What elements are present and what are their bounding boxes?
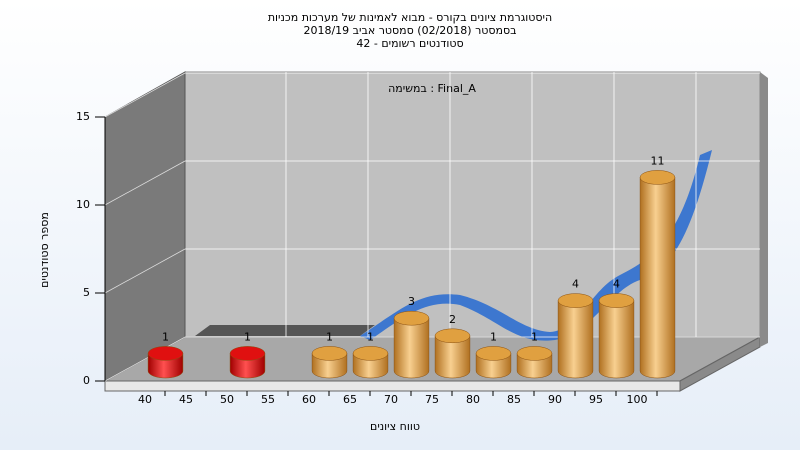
bar xyxy=(434,328,471,379)
grid-line xyxy=(104,248,186,294)
value-label: 1 xyxy=(162,330,169,343)
chart-title: בסמסטר (02/2018) סמסטר אביב 2018/19 xyxy=(303,24,516,37)
bar xyxy=(147,346,184,379)
x-tick-label: 75 xyxy=(425,393,439,406)
bar-body xyxy=(639,177,676,379)
y-tick-label: 15 xyxy=(76,110,90,123)
bar xyxy=(516,346,553,379)
grid-line xyxy=(104,72,186,118)
annotation: במשימה : Final_A xyxy=(388,82,476,95)
floor-edge xyxy=(104,380,681,392)
x-tick-label: 40 xyxy=(138,393,152,406)
value-label: 4 xyxy=(613,278,620,291)
x-tick-label: 100 xyxy=(627,393,648,406)
bar-body xyxy=(434,335,471,379)
x-axis-label: טווח ציונים xyxy=(370,420,420,433)
bar-top xyxy=(475,346,512,361)
y-tick-label: 10 xyxy=(76,198,90,211)
chart-title: היסטוגרמת ציונים בקורס - מבוא לאמינות של… xyxy=(268,11,552,24)
bar-top xyxy=(229,346,266,361)
x-tick-label: 70 xyxy=(384,393,398,406)
bar xyxy=(475,346,512,379)
bar-top xyxy=(393,310,430,326)
bar-body xyxy=(393,317,430,379)
x-tick-label: 95 xyxy=(589,393,603,406)
bar xyxy=(352,346,389,379)
value-label: 1 xyxy=(531,330,538,343)
bar xyxy=(598,293,635,379)
grid-line xyxy=(104,160,186,206)
bar xyxy=(229,346,266,379)
x-tick-label: 60 xyxy=(302,393,316,406)
bar-top xyxy=(311,346,348,361)
value-label: 4 xyxy=(572,278,579,291)
chart-title: סטודנטים רשומים - 42 xyxy=(356,37,463,50)
ribbon-shadow xyxy=(195,325,375,336)
bar xyxy=(311,346,348,379)
bar-top xyxy=(557,293,594,308)
bar-body xyxy=(598,300,635,379)
value-label: 2 xyxy=(449,313,456,326)
bar xyxy=(557,293,594,379)
bar-top xyxy=(352,346,389,361)
value-label: 1 xyxy=(244,330,251,343)
bar-body xyxy=(557,300,594,379)
value-label: 1 xyxy=(326,330,333,343)
wall-side xyxy=(760,72,768,347)
y-axis-label: מספר סטודנטים xyxy=(38,212,51,288)
x-tick-label: 65 xyxy=(343,393,357,406)
bar-top xyxy=(147,346,184,361)
value-label: 1 xyxy=(490,330,497,343)
bar-top xyxy=(598,293,635,308)
bar xyxy=(393,310,430,379)
value-label: 3 xyxy=(408,295,415,308)
x-tick-label: 55 xyxy=(261,393,275,406)
x-tick-label: 90 xyxy=(548,393,562,406)
bar-top xyxy=(516,346,553,361)
x-tick-label: 80 xyxy=(466,393,480,406)
y-tick-label: 5 xyxy=(83,286,90,299)
x-tick-label: 45 xyxy=(179,393,193,406)
bar-top xyxy=(434,328,471,344)
left-wall xyxy=(104,71,186,382)
value-label: 11 xyxy=(651,154,665,167)
x-tick-label: 50 xyxy=(220,393,234,406)
bar xyxy=(639,170,676,379)
bar-top xyxy=(639,170,676,185)
grid-line xyxy=(104,336,186,382)
x-tick-label: 85 xyxy=(507,393,521,406)
value-label: 1 xyxy=(367,330,374,343)
y-tick-label: 0 xyxy=(83,374,90,387)
